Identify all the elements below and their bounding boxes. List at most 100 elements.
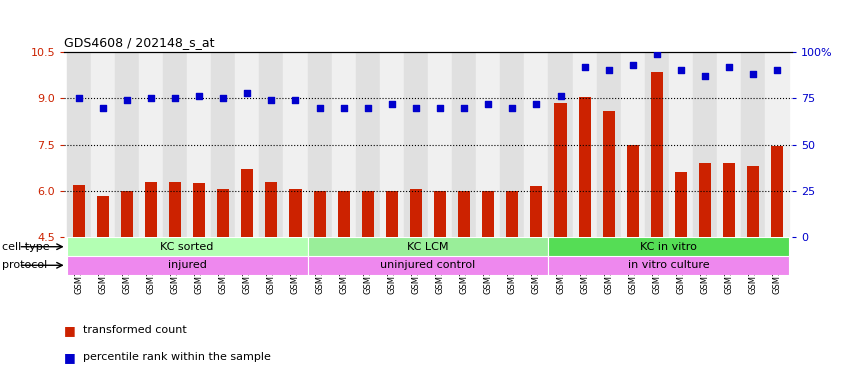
Bar [621, 52, 645, 237]
Bar [380, 52, 404, 237]
Point [746, 71, 760, 77]
Bar [506, 191, 519, 237]
Bar [356, 52, 380, 237]
Bar [193, 183, 205, 237]
Bar [169, 182, 181, 237]
Bar [139, 52, 163, 237]
Bar [307, 52, 331, 237]
Point [241, 89, 254, 96]
Bar [313, 191, 325, 237]
Text: GDS4608 / 202148_s_at: GDS4608 / 202148_s_at [64, 36, 215, 49]
Bar [693, 52, 717, 237]
Point [144, 95, 158, 101]
Bar [211, 52, 235, 237]
Text: percentile rank within the sample: percentile rank within the sample [83, 352, 270, 362]
Bar [573, 52, 597, 237]
Bar [627, 145, 639, 237]
Text: transformed count: transformed count [83, 325, 187, 335]
Point [675, 67, 688, 73]
Bar [723, 163, 735, 237]
Bar [307, 256, 549, 275]
Point [120, 97, 134, 103]
Bar [482, 191, 494, 237]
Point [626, 62, 639, 68]
Bar [717, 52, 741, 237]
Point [217, 95, 230, 101]
Bar [597, 52, 621, 237]
Point [433, 104, 447, 111]
Point [554, 93, 568, 99]
Bar [500, 52, 525, 237]
Bar [651, 72, 663, 237]
Bar [549, 52, 573, 237]
Text: uninjured control: uninjured control [380, 260, 476, 270]
Text: ■: ■ [64, 324, 80, 337]
Text: KC LCM: KC LCM [407, 242, 449, 252]
Bar [669, 52, 693, 237]
Bar [525, 52, 549, 237]
Point [650, 51, 663, 57]
Bar [283, 52, 307, 237]
Bar [579, 97, 591, 237]
Bar [675, 172, 687, 237]
Bar [549, 237, 789, 256]
Bar [476, 52, 500, 237]
Point [530, 101, 544, 107]
Bar [404, 52, 428, 237]
Bar [91, 52, 115, 237]
Bar [259, 52, 283, 237]
Point [770, 67, 784, 73]
Bar [307, 237, 549, 256]
Text: KC sorted: KC sorted [160, 242, 214, 252]
Bar [458, 191, 470, 237]
Point [96, 104, 110, 111]
Bar [187, 52, 211, 237]
Bar [747, 166, 759, 237]
Text: in vitro culture: in vitro culture [628, 260, 710, 270]
Point [506, 104, 520, 111]
Bar [265, 182, 277, 237]
Bar [428, 52, 452, 237]
Text: injured: injured [168, 260, 206, 270]
Point [336, 104, 350, 111]
Bar [73, 185, 85, 237]
Bar [217, 189, 229, 237]
Bar [337, 191, 350, 237]
Bar [145, 182, 157, 237]
Bar [289, 189, 301, 237]
Point [481, 101, 495, 107]
Text: protocol: protocol [2, 260, 47, 270]
Point [72, 95, 86, 101]
Bar [434, 191, 446, 237]
Point [722, 64, 736, 70]
Text: ■: ■ [64, 351, 80, 364]
Point [265, 97, 278, 103]
Point [602, 67, 615, 73]
Point [288, 97, 302, 103]
Bar [765, 52, 789, 237]
Point [578, 64, 591, 70]
Bar [115, 52, 139, 237]
Bar [741, 52, 765, 237]
Bar [531, 186, 543, 237]
Bar [235, 52, 259, 237]
Bar [410, 189, 422, 237]
Bar [771, 146, 783, 237]
Bar [603, 111, 615, 237]
Point [168, 95, 181, 101]
Bar [67, 256, 307, 275]
Bar [386, 191, 398, 237]
Bar [241, 169, 253, 237]
Bar [555, 103, 567, 237]
Bar [699, 163, 711, 237]
Point [193, 93, 206, 99]
Bar [645, 52, 669, 237]
Bar [67, 237, 307, 256]
Bar [331, 52, 356, 237]
Point [409, 104, 423, 111]
Point [457, 104, 471, 111]
Bar [67, 52, 91, 237]
Text: KC in vitro: KC in vitro [640, 242, 698, 252]
Point [698, 73, 712, 79]
Text: cell type: cell type [2, 242, 50, 252]
